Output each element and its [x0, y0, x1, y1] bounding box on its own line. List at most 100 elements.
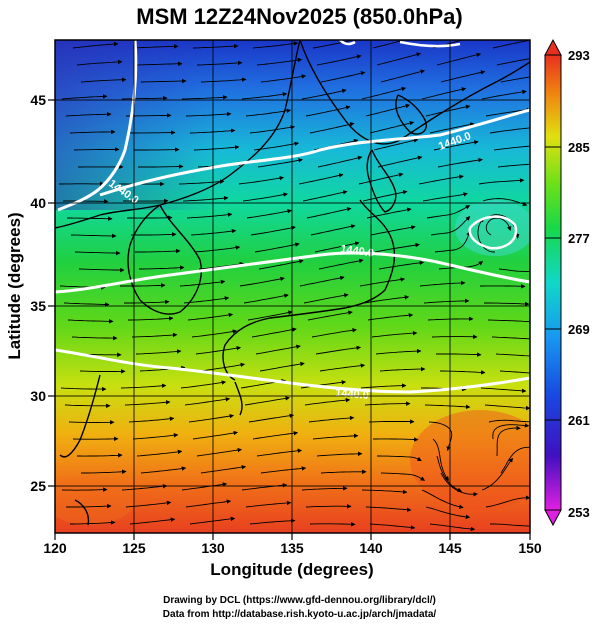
colorbar-label: 261: [568, 413, 590, 428]
streamline: [485, 495, 530, 508]
streamline: [432, 438, 449, 481]
streamline-layer: [59, 40, 530, 532]
streamline: [368, 419, 415, 424]
streamline: [70, 520, 116, 525]
streamline: [379, 366, 426, 372]
colorbar-label: 293: [568, 48, 590, 63]
streamline: [480, 387, 527, 394]
streamline: [487, 319, 530, 324]
streamline: [315, 345, 362, 355]
streamline: [255, 344, 301, 355]
streamline: [242, 192, 288, 202]
streamline: [440, 472, 478, 497]
credits: Drawing by DCL (https://www.gfd-dennou.o…: [0, 594, 599, 622]
streamline: [132, 44, 179, 49]
y-tick-label: 45: [30, 92, 46, 108]
streamline: [369, 120, 415, 134]
x-tick-label: 150: [518, 540, 542, 556]
streamline: [196, 447, 243, 457]
streamline: [249, 518, 296, 525]
streamline: [299, 275, 345, 287]
streamline: [126, 113, 172, 118]
streamline: [314, 241, 360, 253]
streamline: [245, 500, 292, 508]
streamline: [194, 245, 241, 253]
streamline: [121, 484, 168, 491]
streamline: [61, 94, 108, 100]
streamline: [309, 522, 356, 527]
streamline: [256, 57, 303, 66]
streamline: [421, 87, 467, 100]
streamline: [495, 353, 530, 357]
streamline: [244, 396, 290, 406]
streamline: [436, 352, 482, 357]
streamline: [187, 312, 234, 321]
streamline: [436, 52, 482, 66]
colorbar-label: 253: [568, 505, 590, 520]
streamline: [370, 225, 416, 236]
streamline: [481, 457, 514, 491]
streamline: [308, 415, 355, 423]
streamline: [248, 413, 295, 423]
streamline: [440, 370, 486, 375]
streamline: [488, 419, 530, 425]
streamline: [316, 54, 362, 66]
streamline: [65, 111, 112, 117]
streamline: [124, 400, 171, 406]
streamline: [182, 195, 229, 202]
streamline: [440, 70, 486, 83]
streamline: [437, 157, 483, 168]
streamline: [361, 489, 408, 495]
streamline: [193, 145, 240, 151]
streamline: [311, 328, 357, 338]
temperature-field: [55, 40, 530, 533]
streamline: [140, 466, 187, 474]
streamline: [128, 416, 175, 423]
streamline: [380, 472, 426, 481]
streamline: [425, 506, 471, 520]
streamline: [69, 129, 116, 135]
streamline: [478, 178, 525, 185]
colorbar-label: 285: [568, 140, 590, 155]
streamline: [480, 284, 526, 289]
streamline: [80, 77, 127, 83]
streamline: [132, 433, 179, 440]
streamline: [247, 310, 293, 321]
streamline: [301, 486, 348, 491]
y-axis-label: Latitude (degrees): [5, 212, 24, 359]
streamline: [72, 41, 119, 49]
streamline: [378, 260, 425, 270]
colorbar: 293 285 277 269 261 253: [544, 38, 590, 527]
streamline: [252, 41, 299, 49]
streamline: [61, 487, 108, 492]
streamline: [359, 277, 406, 287]
streamline: [490, 523, 530, 527]
streamline: [374, 242, 420, 253]
streamline: [134, 147, 180, 152]
streamline: [74, 250, 121, 256]
streamline: [300, 380, 347, 389]
streamline: [67, 319, 114, 324]
streamline: [135, 349, 182, 355]
streamline: [365, 506, 412, 512]
streamline: [305, 504, 352, 509]
streamline: [421, 489, 464, 509]
streamline: [309, 122, 355, 134]
streamline: [238, 175, 285, 185]
streamline: [258, 259, 304, 270]
streamline: [259, 361, 305, 372]
grid-lines: [55, 40, 530, 533]
streamline: [125, 500, 172, 508]
streamline: [373, 437, 419, 442]
colorbar-min-arrow: [544, 509, 562, 527]
streamline: [181, 482, 228, 491]
streamline: [188, 413, 235, 423]
streamline: [310, 224, 356, 236]
streamline: [241, 92, 288, 100]
streamline: [317, 155, 363, 168]
streamline: [200, 77, 247, 83]
streamline: [429, 523, 476, 532]
streamline: [371, 330, 418, 338]
streamline: [492, 423, 530, 440]
